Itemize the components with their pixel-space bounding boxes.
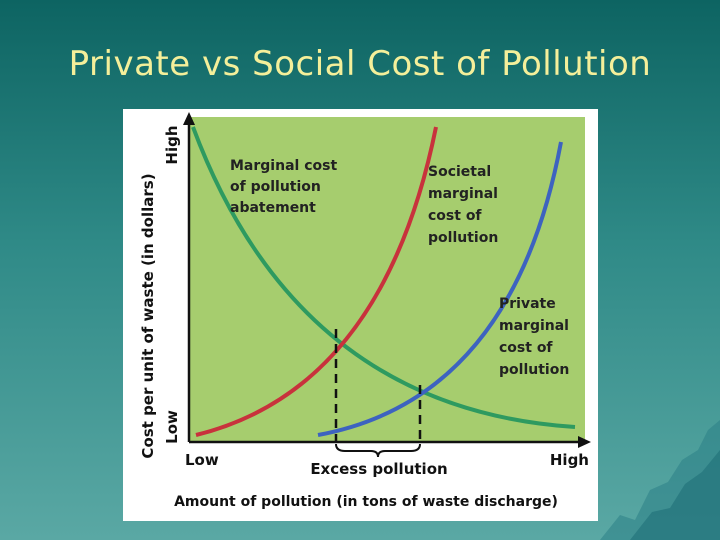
societal-label-line-4: pollution: [428, 230, 498, 246]
private-label-line-4: pollution: [499, 362, 569, 378]
excess-pollution-bracket: [335, 443, 421, 458]
abatement-label-line-1: Marginal cost: [230, 158, 337, 174]
y-axis-low-label: Low: [163, 410, 181, 444]
private-curve-label: Private marginal cost of pollution: [499, 296, 574, 378]
societal-curve-label: Societal marginal cost of pollution: [428, 164, 503, 246]
x-axis-arrow: [578, 436, 591, 448]
abatement-label-line-2: of pollution: [230, 179, 321, 195]
decorative-iceberg-shape: [600, 420, 720, 540]
societal-label-line-1: Societal: [428, 164, 491, 180]
x-axis-low-label: Low: [185, 451, 219, 469]
abatement-curve-label: Marginal cost of pollution abatement: [230, 158, 342, 216]
y-axis-arrow: [183, 112, 195, 125]
societal-label-line-3: cost of: [428, 208, 482, 224]
excess-pollution-label: Excess pollution: [310, 460, 447, 478]
x-axis-high-label: High: [550, 451, 589, 469]
diagram-canvas: Cost per unit of waste (in dollars) High…: [139, 112, 591, 510]
societal-curve: [195, 126, 438, 437]
y-axis-label: Cost per unit of waste (in dollars): [139, 173, 157, 458]
abatement-label-line-3: abatement: [230, 200, 316, 216]
y-axis-high-label: High: [163, 125, 181, 164]
private-label-line-3: cost of: [499, 340, 553, 356]
slide-title: Private vs Social Cost of Pollution: [68, 44, 652, 84]
x-axis-label: Amount of pollution (in tons of waste di…: [174, 494, 558, 510]
private-label-line-2: marginal: [499, 318, 569, 334]
pollution-cost-diagram: Cost per unit of waste (in dollars) High…: [123, 109, 598, 521]
societal-label-line-2: marginal: [428, 186, 498, 202]
private-label-line-1: Private: [499, 296, 556, 312]
private-curve: [317, 141, 563, 437]
